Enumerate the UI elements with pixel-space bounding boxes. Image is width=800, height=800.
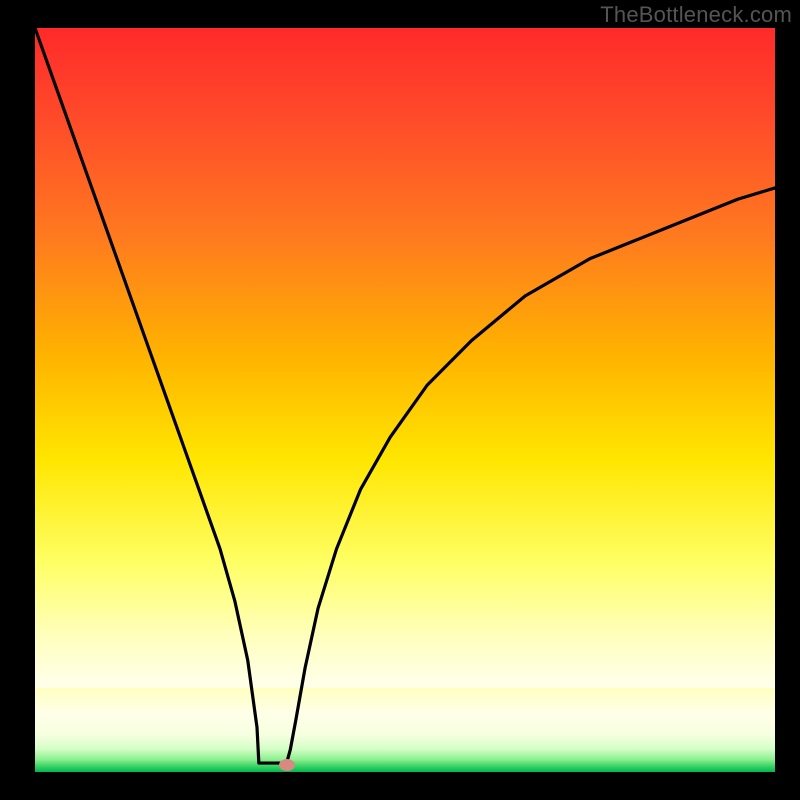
bottleneck-curve [35, 28, 775, 772]
plot-area [35, 28, 775, 772]
watermark-text: TheBottleneck.com [600, 2, 792, 28]
optimal-point-marker [279, 759, 295, 771]
chart-frame: TheBottleneck.com [0, 0, 800, 800]
